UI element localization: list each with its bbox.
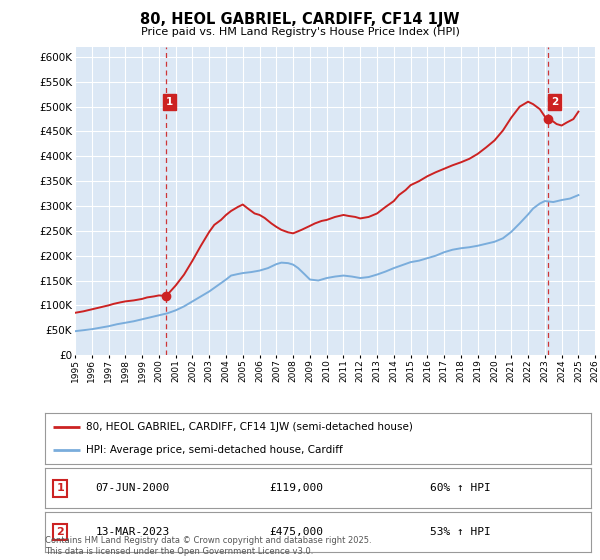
Text: 07-JUN-2000: 07-JUN-2000 [95, 483, 169, 493]
Text: 1: 1 [166, 97, 173, 107]
Text: 13-MAR-2023: 13-MAR-2023 [95, 527, 169, 537]
Text: 2: 2 [551, 97, 559, 107]
Text: £119,000: £119,000 [269, 483, 323, 493]
Text: HPI: Average price, semi-detached house, Cardiff: HPI: Average price, semi-detached house,… [86, 445, 343, 455]
Text: 2: 2 [56, 527, 64, 537]
Text: 80, HEOL GABRIEL, CARDIFF, CF14 1JW: 80, HEOL GABRIEL, CARDIFF, CF14 1JW [140, 12, 460, 27]
Text: 60% ↑ HPI: 60% ↑ HPI [430, 483, 490, 493]
Text: Price paid vs. HM Land Registry's House Price Index (HPI): Price paid vs. HM Land Registry's House … [140, 27, 460, 37]
Text: Contains HM Land Registry data © Crown copyright and database right 2025.
This d: Contains HM Land Registry data © Crown c… [45, 536, 371, 556]
Text: 1: 1 [56, 483, 64, 493]
Text: £475,000: £475,000 [269, 527, 323, 537]
Text: 53% ↑ HPI: 53% ↑ HPI [430, 527, 490, 537]
Text: 80, HEOL GABRIEL, CARDIFF, CF14 1JW (semi-detached house): 80, HEOL GABRIEL, CARDIFF, CF14 1JW (sem… [86, 422, 413, 432]
